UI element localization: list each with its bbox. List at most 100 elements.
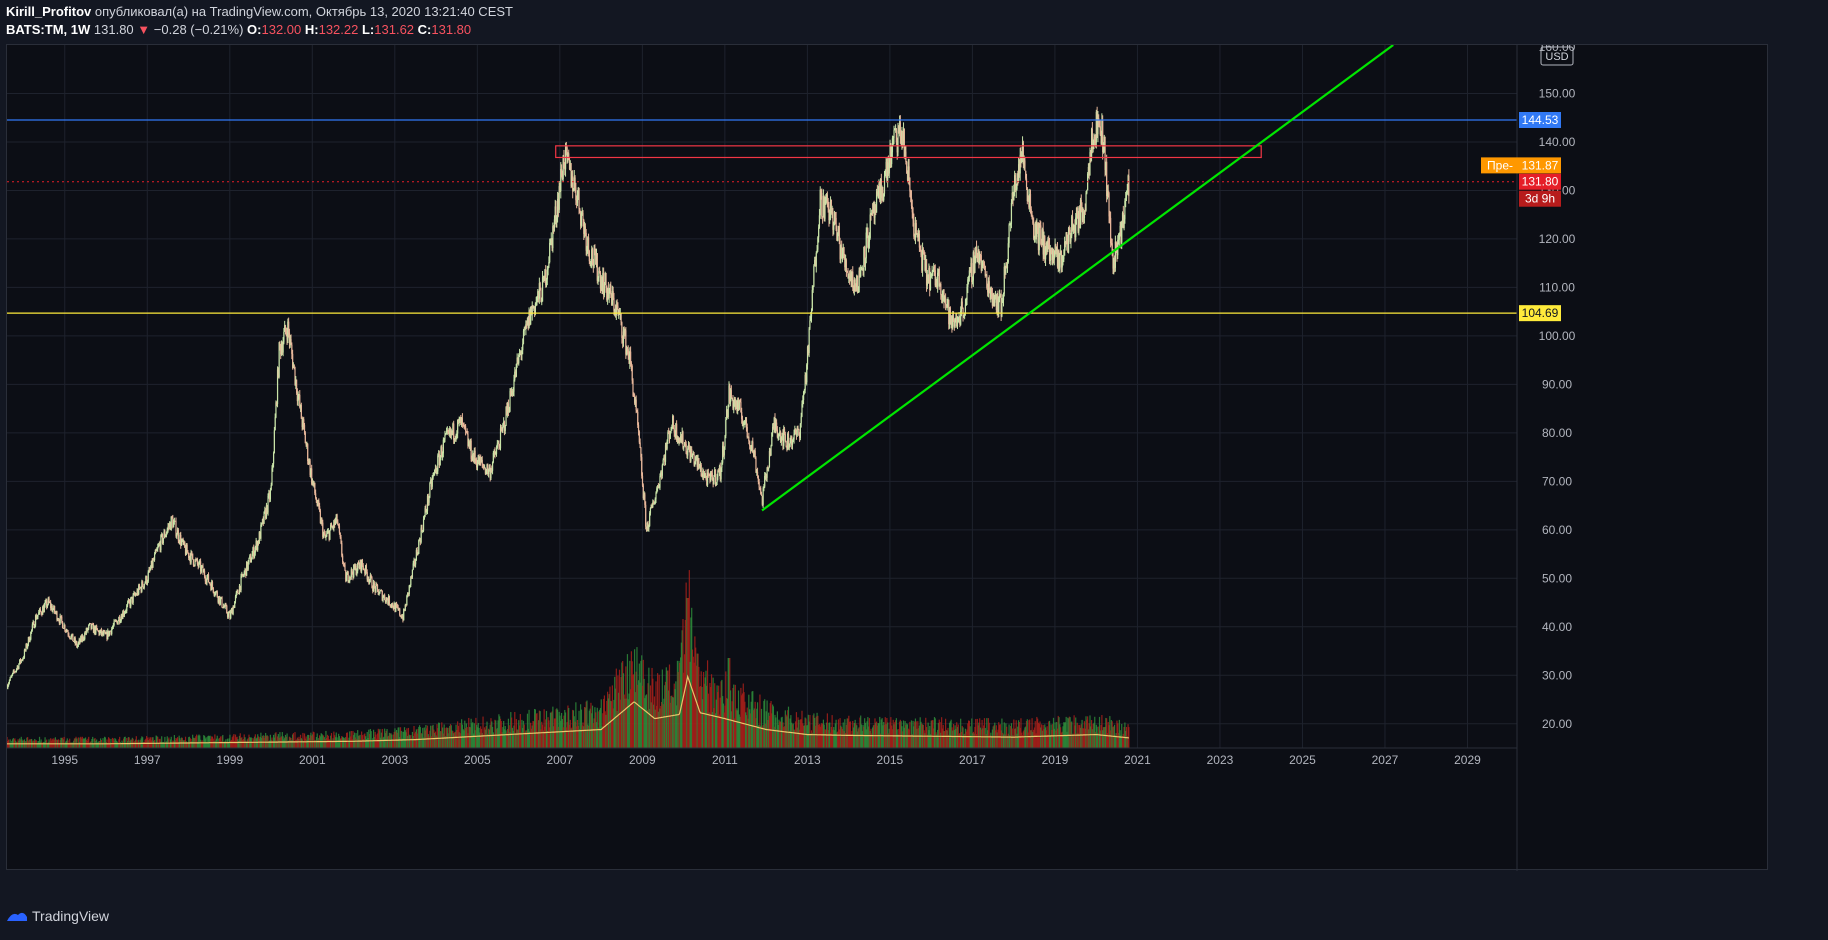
volume-bar bbox=[564, 712, 567, 748]
candle-body bbox=[829, 215, 831, 221]
volume-bar bbox=[997, 729, 999, 748]
candle-body bbox=[534, 303, 537, 314]
volume-bar bbox=[520, 732, 522, 748]
volume-bar bbox=[930, 720, 932, 748]
volume-bar bbox=[657, 711, 659, 748]
resistance-rectangle[interactable] bbox=[555, 145, 1262, 159]
candle-body bbox=[34, 625, 36, 628]
author-name[interactable]: Kirill_Profitov bbox=[6, 4, 92, 19]
candle-body bbox=[632, 380, 634, 396]
volume-bar bbox=[196, 734, 198, 748]
volume-bar bbox=[929, 725, 931, 748]
candle-body bbox=[627, 349, 629, 357]
time-tick-label: 2019 bbox=[1042, 753, 1069, 767]
candle-body bbox=[407, 592, 409, 596]
candle-body bbox=[560, 169, 563, 176]
candle-body bbox=[664, 456, 666, 462]
candle-body bbox=[74, 638, 76, 644]
candle-body bbox=[937, 272, 939, 288]
volume-bar bbox=[648, 667, 650, 748]
volume-bar bbox=[730, 711, 732, 748]
candle-body bbox=[749, 445, 752, 450]
candle-body bbox=[1060, 250, 1062, 255]
candle-body bbox=[441, 447, 443, 458]
time-axis[interactable]: 1995 1997 1999 2001 2003 2005 2007 2009 2011 2013… bbox=[51, 753, 1481, 767]
tradingview-footer[interactable]: TradingView bbox=[6, 908, 109, 924]
candle-body bbox=[583, 219, 585, 234]
volume-bar bbox=[556, 708, 558, 748]
volume-bar bbox=[474, 730, 476, 748]
volume-bar bbox=[1074, 725, 1076, 748]
volume-bar bbox=[998, 722, 1000, 748]
candle-body bbox=[766, 467, 768, 478]
candle-body bbox=[517, 357, 519, 364]
candle-body bbox=[425, 508, 427, 512]
volume-bar bbox=[330, 733, 333, 748]
volume-bar bbox=[523, 724, 525, 748]
volume-bar bbox=[103, 742, 105, 748]
candle-body bbox=[848, 276, 850, 279]
candle-body bbox=[422, 530, 424, 532]
volume-bar bbox=[518, 725, 521, 748]
candle-body bbox=[992, 298, 994, 306]
volume-bar bbox=[271, 737, 273, 748]
candle-body bbox=[427, 496, 429, 503]
candle-body bbox=[238, 593, 240, 595]
candle-body bbox=[1071, 216, 1074, 231]
volume-bar bbox=[374, 731, 376, 748]
volume-bar bbox=[493, 734, 495, 748]
volume-bar bbox=[348, 737, 350, 748]
candle-body bbox=[686, 453, 688, 456]
interval-label[interactable]: 1W bbox=[70, 22, 91, 37]
volume-bar bbox=[403, 727, 406, 748]
volume-bar bbox=[670, 695, 672, 748]
volume-bar bbox=[312, 731, 314, 748]
candle-body bbox=[828, 206, 830, 221]
volume-bar bbox=[258, 738, 260, 748]
candle-body bbox=[687, 445, 690, 449]
symbol-label[interactable]: BATS:TM bbox=[6, 22, 64, 37]
volume-bar bbox=[212, 738, 214, 748]
volume-bar bbox=[912, 720, 914, 748]
candle-body bbox=[532, 306, 534, 309]
candle-body bbox=[1025, 170, 1027, 179]
volume-bar bbox=[812, 715, 814, 748]
volume-bar bbox=[157, 736, 159, 748]
volume-bar bbox=[701, 686, 703, 748]
volume-bar bbox=[1094, 716, 1096, 748]
volume-bar bbox=[1052, 717, 1055, 748]
ascending-trendline[interactable] bbox=[761, 44, 1394, 512]
volume-bar bbox=[865, 729, 867, 748]
volume-bar bbox=[177, 741, 179, 748]
volume-bar bbox=[207, 735, 210, 748]
chart-plot-area[interactable]: 150.00 140.00 130.00 120.00 110.00 100.00 90.0… bbox=[6, 40, 1769, 871]
candle-body bbox=[979, 254, 982, 256]
volume-bar bbox=[72, 742, 74, 748]
price-chart-svg[interactable]: 150.00140.00130.00120.00110.00100.0090.0… bbox=[6, 40, 1769, 871]
candle-body bbox=[747, 436, 749, 438]
volume-bar bbox=[164, 736, 166, 748]
candle-body bbox=[707, 472, 709, 474]
candle-body bbox=[289, 339, 291, 344]
candle-body bbox=[676, 423, 678, 441]
candle-body bbox=[956, 321, 959, 327]
candle-body bbox=[823, 196, 825, 219]
volume-bar bbox=[861, 730, 863, 748]
candle-body bbox=[735, 402, 737, 407]
volume-bar bbox=[81, 736, 83, 748]
volume-bar bbox=[155, 735, 157, 748]
volume-bar bbox=[543, 709, 545, 748]
volume-bar bbox=[822, 719, 825, 748]
candle-body bbox=[357, 562, 359, 572]
price-axis[interactable]: 150.00140.00130.00120.00110.00100.0090.0… bbox=[1539, 40, 1576, 731]
price-tick-label: 100.00 bbox=[1539, 329, 1576, 343]
candle-body bbox=[192, 559, 195, 566]
volume-bar bbox=[968, 720, 970, 748]
candle-body bbox=[490, 469, 492, 479]
candle-body bbox=[949, 307, 951, 325]
volume-bar bbox=[764, 699, 766, 748]
volume-bar bbox=[650, 702, 652, 748]
candle-body bbox=[169, 522, 172, 530]
candle-body bbox=[769, 451, 771, 456]
candle-body bbox=[179, 534, 181, 543]
